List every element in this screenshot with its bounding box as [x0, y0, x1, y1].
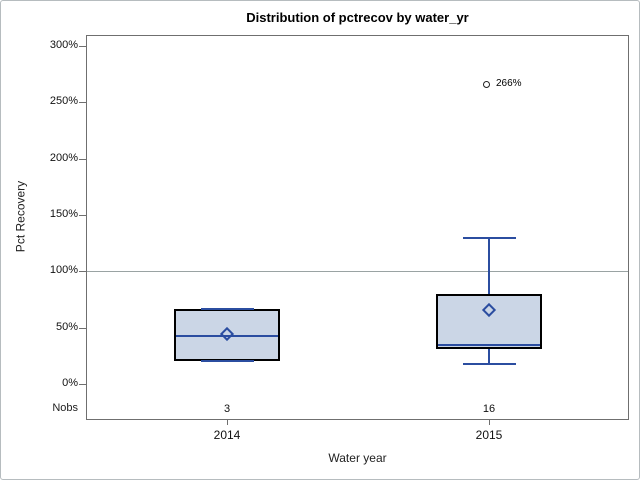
y-tick-mark [79, 215, 86, 216]
nobs-row-label: Nobs [52, 402, 78, 414]
y-tick-label: 150% [49, 208, 78, 220]
y-tick-label: 300% [49, 39, 78, 51]
y-tick-mark [79, 159, 86, 160]
nobs-value: 3 [223, 403, 231, 415]
chart-title: Distribution of pctrecov by water_yr [246, 10, 469, 25]
outlier-label: 266% [496, 78, 522, 90]
whisker-upper-stem [488, 237, 490, 294]
median-line [176, 334, 278, 337]
whisker-cap-lower [200, 360, 254, 363]
plot-area: 0% 50% 100% 150% 200% 250% 300% 2014 3 2015 16 266% [50, 35, 629, 442]
y-tick-mark [79, 271, 86, 272]
x-tick-label: 2014 [213, 428, 241, 442]
median-line [438, 343, 540, 346]
whisker-cap-lower [462, 362, 516, 365]
outlier-point [483, 81, 490, 89]
reference-line [87, 271, 628, 272]
whisker-lower-stem [488, 349, 490, 364]
whisker-cap-upper [462, 236, 516, 239]
y-tick-label: 50% [55, 321, 78, 333]
x-axis-title: Water year [328, 451, 387, 465]
y-tick-label: 100% [49, 264, 78, 276]
x-tick-mark [489, 419, 490, 425]
nobs-value: 16 [482, 403, 496, 415]
whisker-cap-upper [200, 307, 254, 310]
x-tick-label: 2015 [475, 428, 503, 442]
y-tick-mark [79, 384, 86, 385]
y-tick-mark [79, 46, 86, 47]
box-body [436, 293, 542, 350]
y-tick-mark [79, 102, 86, 103]
y-tick-mark [79, 328, 86, 329]
y-tick-label: 200% [49, 152, 78, 164]
y-tick-label: 250% [49, 95, 78, 107]
y-tick-label: 0% [62, 377, 78, 389]
x-tick-mark [227, 419, 228, 425]
